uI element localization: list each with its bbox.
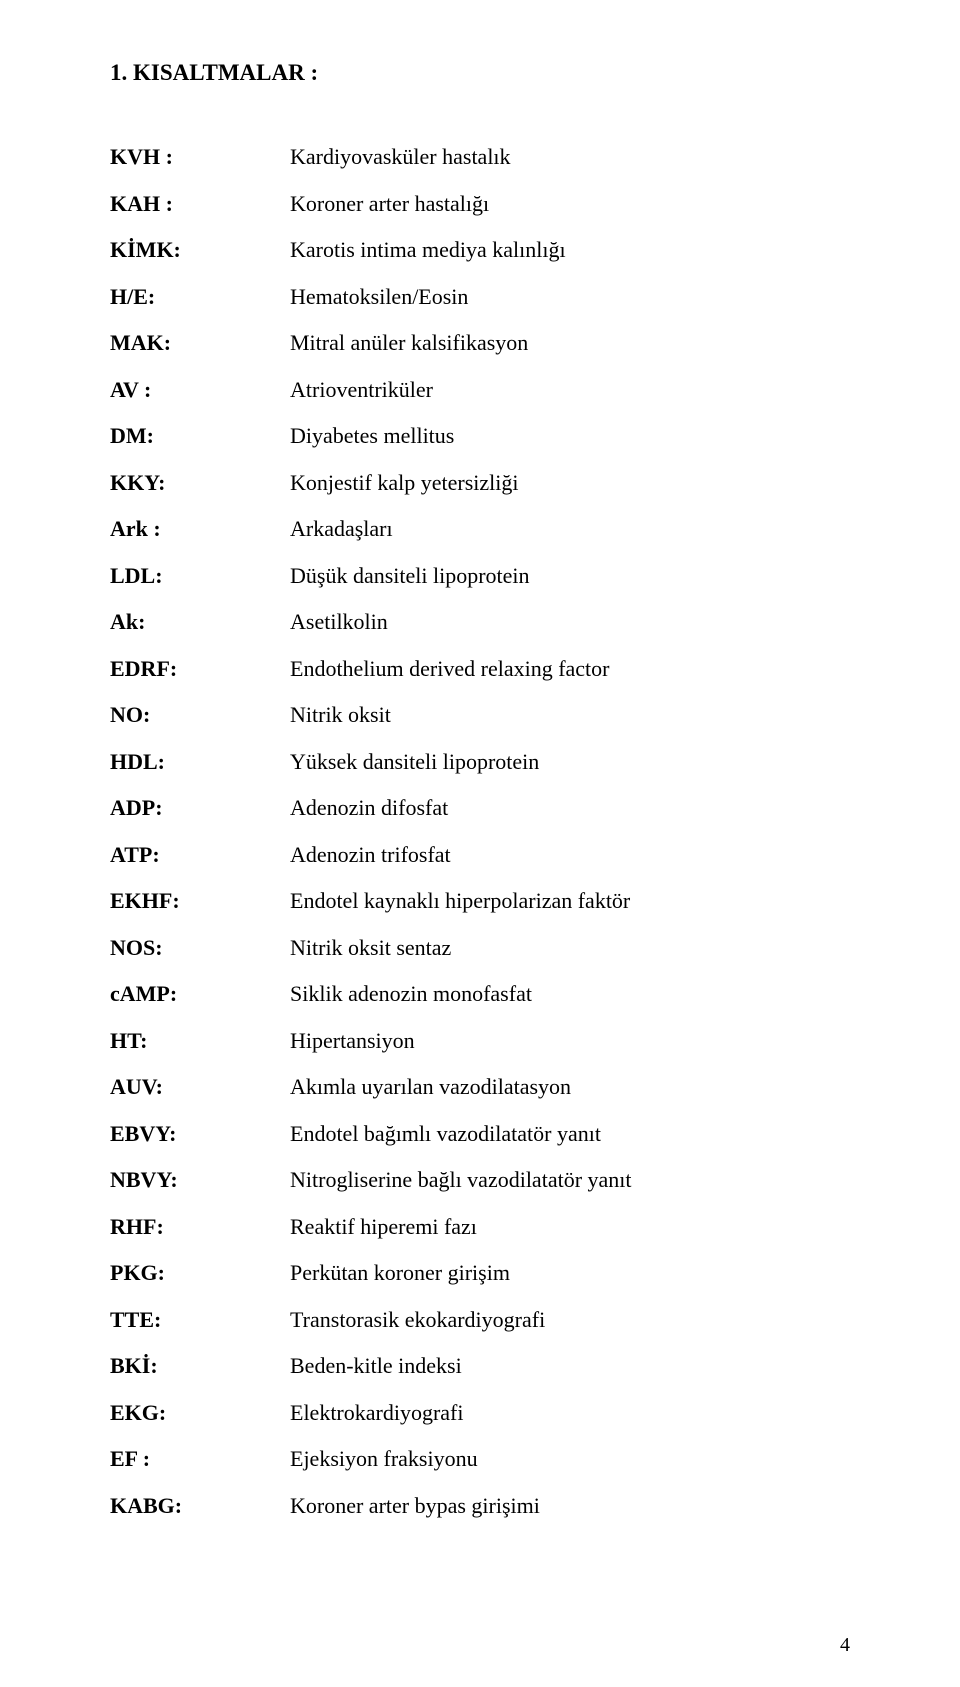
abbreviation-term: LDL: (110, 565, 290, 587)
abbreviation-row: Ark :Arkadaşları (110, 518, 850, 540)
abbreviation-row: TTE:Transtorasik ekokardiyografi (110, 1309, 850, 1331)
abbreviation-row: EBVY:Endotel bağımlı vazodilatatör yanıt (110, 1123, 850, 1145)
abbreviation-row: ADP:Adenozin difosfat (110, 797, 850, 819)
abbreviation-row: Ak:Asetilkolin (110, 611, 850, 633)
abbreviation-term: AUV: (110, 1076, 290, 1098)
abbreviation-term: NBVY: (110, 1169, 290, 1191)
abbreviation-term: DM: (110, 425, 290, 447)
abbreviation-term: EF : (110, 1448, 290, 1470)
abbreviation-row: RHF:Reaktif hiperemi fazı (110, 1216, 850, 1238)
abbreviation-definition: Beden-kitle indeksi (290, 1355, 850, 1377)
abbreviation-term: KABG: (110, 1495, 290, 1517)
abbreviation-definition: Akımla uyarılan vazodilatasyon (290, 1076, 850, 1098)
abbreviation-definition: Hipertansiyon (290, 1030, 850, 1052)
abbreviation-row: NBVY:Nitrogliserine bağlı vazodilatatör … (110, 1169, 850, 1191)
abbreviation-term: cAMP: (110, 983, 290, 1005)
abbreviation-definition: Diyabetes mellitus (290, 425, 850, 447)
abbreviation-term: KKY: (110, 472, 290, 494)
abbreviation-row: DM:Diyabetes mellitus (110, 425, 850, 447)
abbreviation-term: NOS: (110, 937, 290, 959)
abbreviation-definition: Endotel kaynaklı hiperpolarizan faktör (290, 890, 850, 912)
abbreviation-row: H/E:Hematoksilen/Eosin (110, 286, 850, 308)
abbreviation-row: NO:Nitrik oksit (110, 704, 850, 726)
abbreviation-term: KVH : (110, 146, 290, 168)
abbreviation-row: EDRF:Endothelium derived relaxing factor (110, 658, 850, 680)
abbreviation-definition: Düşük dansiteli lipoprotein (290, 565, 850, 587)
abbreviation-term: PKG: (110, 1262, 290, 1284)
abbreviation-row: HT:Hipertansiyon (110, 1030, 850, 1052)
abbreviation-definition: Nitrik oksit sentaz (290, 937, 850, 959)
abbreviation-definition: Siklik adenozin monofasfat (290, 983, 850, 1005)
abbreviation-term: Ark : (110, 518, 290, 540)
abbreviation-term: HT: (110, 1030, 290, 1052)
abbreviation-term: AV : (110, 379, 290, 401)
abbreviation-row: NOS:Nitrik oksit sentaz (110, 937, 850, 959)
document-page: 1. KISALTMALAR : KVH :Kardiyovasküler ha… (0, 0, 960, 1687)
abbreviation-definition: Nitrik oksit (290, 704, 850, 726)
abbreviation-term: ATP: (110, 844, 290, 866)
abbreviation-row: ATP:Adenozin trifosfat (110, 844, 850, 866)
abbreviation-term: NO: (110, 704, 290, 726)
abbreviation-row: KVH :Kardiyovasküler hastalık (110, 146, 850, 168)
abbreviation-definition: Elektrokardiyografi (290, 1402, 850, 1424)
page-number: 4 (840, 1634, 850, 1657)
abbreviation-row: EF :Ejeksiyon fraksiyonu (110, 1448, 850, 1470)
abbreviation-definition: Koroner arter bypas girişimi (290, 1495, 850, 1517)
section-heading: 1. KISALTMALAR : (110, 60, 850, 86)
abbreviation-row: MAK:Mitral anüler kalsifikasyon (110, 332, 850, 354)
abbreviation-term: EKG: (110, 1402, 290, 1424)
abbreviation-definition: Ejeksiyon fraksiyonu (290, 1448, 850, 1470)
abbreviation-row: BKİ:Beden-kitle indeksi (110, 1355, 850, 1377)
abbreviation-row: KAH :Koroner arter hastalığı (110, 193, 850, 215)
abbreviation-term: KAH : (110, 193, 290, 215)
abbreviation-definition: Asetilkolin (290, 611, 850, 633)
abbreviation-row: HDL:Yüksek dansiteli lipoprotein (110, 751, 850, 773)
abbreviation-definition: Endothelium derived relaxing factor (290, 658, 850, 680)
abbreviation-row: KKY:Konjestif kalp yetersizliği (110, 472, 850, 494)
abbreviation-term: Ak: (110, 611, 290, 633)
abbreviation-definition: Yüksek dansiteli lipoprotein (290, 751, 850, 773)
abbreviation-definition: Mitral anüler kalsifikasyon (290, 332, 850, 354)
abbreviation-term: EKHF: (110, 890, 290, 912)
abbreviation-definition: Reaktif hiperemi fazı (290, 1216, 850, 1238)
abbreviation-term: ADP: (110, 797, 290, 819)
abbreviation-term: TTE: (110, 1309, 290, 1331)
abbreviation-definition: Konjestif kalp yetersizliği (290, 472, 850, 494)
abbreviation-definition: Kardiyovasküler hastalık (290, 146, 850, 168)
abbreviation-row: KABG:Koroner arter bypas girişimi (110, 1495, 850, 1517)
abbreviation-row: AV :Atrioventriküler (110, 379, 850, 401)
abbreviation-definition: Koroner arter hastalığı (290, 193, 850, 215)
abbreviation-definition: Hematoksilen/Eosin (290, 286, 850, 308)
abbreviation-row: AUV:Akımla uyarılan vazodilatasyon (110, 1076, 850, 1098)
abbreviation-definition: Transtorasik ekokardiyografi (290, 1309, 850, 1331)
abbreviation-definition: Adenozin trifosfat (290, 844, 850, 866)
abbreviation-term: KİMK: (110, 239, 290, 261)
abbreviation-definition: Adenozin difosfat (290, 797, 850, 819)
abbreviation-definition: Endotel bağımlı vazodilatatör yanıt (290, 1123, 850, 1145)
abbreviation-definition: Arkadaşları (290, 518, 850, 540)
abbreviation-row: PKG:Perkütan koroner girişim (110, 1262, 850, 1284)
abbreviation-term: EDRF: (110, 658, 290, 680)
abbreviation-row: KİMK:Karotis intima mediya kalınlığı (110, 239, 850, 261)
abbreviation-definition: Nitrogliserine bağlı vazodilatatör yanıt (290, 1169, 850, 1191)
abbreviation-row: cAMP:Siklik adenozin monofasfat (110, 983, 850, 1005)
abbreviation-row: LDL:Düşük dansiteli lipoprotein (110, 565, 850, 587)
abbreviation-row: EKHF:Endotel kaynaklı hiperpolarizan fak… (110, 890, 850, 912)
abbreviation-term: EBVY: (110, 1123, 290, 1145)
abbreviation-term: MAK: (110, 332, 290, 354)
abbreviation-row: EKG:Elektrokardiyografi (110, 1402, 850, 1424)
abbreviation-list: KVH :Kardiyovasküler hastalıkKAH :Korone… (110, 146, 850, 1541)
abbreviation-term: BKİ: (110, 1355, 290, 1377)
abbreviation-definition: Karotis intima mediya kalınlığı (290, 239, 850, 261)
abbreviation-term: HDL: (110, 751, 290, 773)
abbreviation-definition: Atrioventriküler (290, 379, 850, 401)
abbreviation-term: RHF: (110, 1216, 290, 1238)
abbreviation-definition: Perkütan koroner girişim (290, 1262, 850, 1284)
abbreviation-term: H/E: (110, 286, 290, 308)
